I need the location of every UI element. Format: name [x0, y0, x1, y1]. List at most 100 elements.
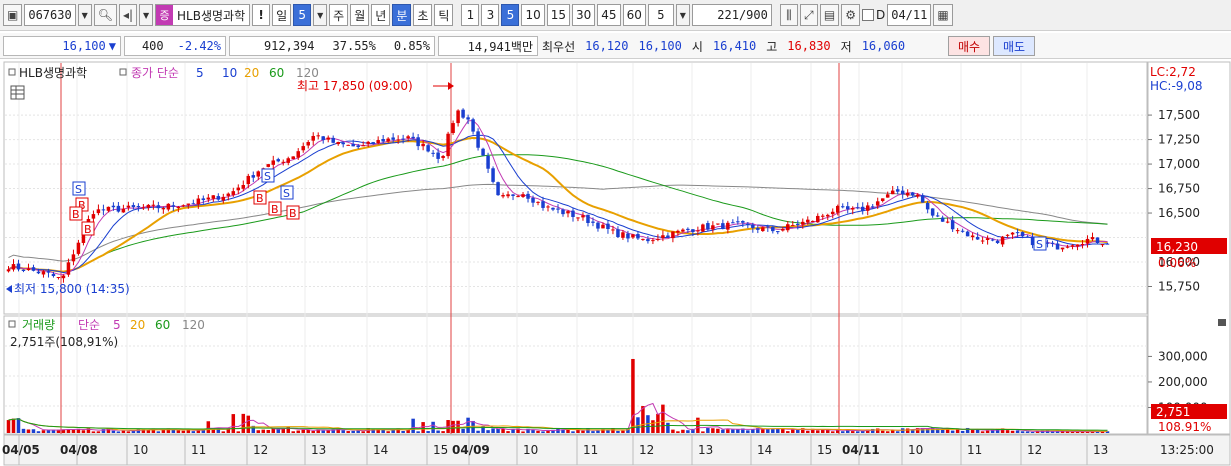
candle-body	[111, 205, 116, 208]
volume-bar	[731, 429, 735, 433]
sound-dropdown-button[interactable]: ▼	[139, 4, 154, 26]
volume-bar	[1055, 431, 1060, 433]
candle-body	[451, 123, 455, 133]
volume-bar	[41, 430, 46, 433]
chart-type-icon[interactable]: ⫼	[779, 4, 798, 26]
time-axis-label: 14	[373, 443, 388, 457]
step-30-button[interactable]: 30	[572, 4, 596, 26]
volume-bar	[751, 429, 755, 433]
sell-button[interactable]: 매도	[993, 36, 1035, 56]
volume-bar	[21, 428, 26, 433]
interval-input[interactable]: 5	[647, 4, 674, 26]
buy-signal-marker	[81, 221, 95, 236]
sound-icon[interactable]: ◂|	[118, 4, 138, 26]
volume-bar	[176, 430, 181, 433]
search-icon[interactable]: 🔍︎	[93, 4, 117, 26]
volume-tick-label: 200,000	[1158, 375, 1208, 389]
hc-label: HC:-9,08	[1150, 79, 1203, 93]
volume-bar	[1105, 431, 1110, 433]
candle-body	[476, 131, 480, 148]
date-input[interactable]: 04/11	[887, 4, 932, 26]
volume-bar	[331, 429, 335, 433]
signal-label: S	[264, 170, 271, 183]
step-45-button[interactable]: 45	[597, 4, 621, 26]
candles	[6, 108, 1110, 283]
buy-button[interactable]: 매수	[948, 36, 990, 56]
volume-bar	[506, 431, 510, 433]
volume-bar	[601, 429, 605, 433]
calendar-icon[interactable]: ▦	[933, 4, 953, 26]
candle-body	[181, 205, 186, 207]
candle-body	[1070, 245, 1075, 247]
candle-body	[421, 143, 425, 147]
volume-bar	[781, 428, 785, 433]
step-10-button[interactable]: 10	[521, 4, 545, 26]
period-day-button[interactable]: 일	[272, 4, 292, 26]
current-price: 16,100	[62, 39, 106, 53]
volume-bar	[890, 430, 895, 433]
interval-dropdown-button[interactable]: ▼	[675, 4, 690, 26]
period-second-button[interactable]: 초	[413, 4, 433, 26]
time-axis-label: 04/05	[2, 443, 40, 457]
window-icon[interactable]: ▣	[3, 4, 23, 26]
volume-bar	[766, 428, 770, 433]
candle-body	[905, 192, 910, 196]
candle-body	[641, 238, 645, 240]
volume-bar	[106, 427, 111, 433]
save-icon[interactable]: ▤	[819, 4, 840, 26]
candle-body	[885, 194, 890, 198]
candle-body	[131, 205, 136, 208]
step-60-button[interactable]: 60	[622, 4, 646, 26]
volume-bars	[6, 358, 1110, 433]
volume-bar	[261, 429, 266, 433]
period-dropdown-button[interactable]: ▼	[313, 4, 328, 26]
period-week-button[interactable]: 주	[329, 4, 349, 26]
volume-bar	[191, 431, 196, 433]
count-input[interactable]: 221/900	[691, 4, 772, 26]
candle-body	[481, 148, 485, 156]
gear-icon[interactable]: ⚙	[841, 4, 860, 26]
period-month-button[interactable]: 월	[350, 4, 370, 26]
volume-bar	[116, 431, 121, 433]
step-5-button[interactable]: 5	[501, 4, 520, 26]
stock-code-input[interactable]: 067630	[24, 4, 76, 26]
candle-body	[1105, 243, 1110, 245]
turnover-rate: 37.55%	[332, 39, 376, 53]
candle-body	[281, 161, 285, 163]
compare-icon[interactable]: ⤢	[799, 4, 818, 26]
volume-bar	[46, 429, 51, 433]
alert-button[interactable]: !	[252, 4, 271, 26]
price-tick-label: 15,750	[1158, 280, 1200, 294]
candle-body	[681, 229, 685, 232]
volume-bar	[141, 429, 146, 433]
table-icon[interactable]	[10, 85, 25, 100]
period-tick-button[interactable]: 틱	[434, 4, 454, 26]
candle-body	[656, 238, 660, 240]
candle-body	[536, 201, 540, 203]
candle-body	[461, 109, 465, 118]
signal-label: B	[78, 199, 86, 212]
period-count-button[interactable]: 5	[293, 4, 312, 26]
candle-body	[975, 236, 980, 240]
code-dropdown-button[interactable]: ▼	[77, 4, 92, 26]
stock-name-box[interactable]: 증 HLB생명과학	[155, 4, 251, 26]
volume-bar	[171, 429, 176, 433]
step-3-button[interactable]: 3	[481, 4, 500, 26]
step-1-button[interactable]: 1	[461, 4, 480, 26]
period-year-button[interactable]: 년	[371, 4, 391, 26]
step-15-button[interactable]: 15	[546, 4, 571, 26]
date-checkbox[interactable]	[861, 9, 874, 21]
time-axis-label: 10	[133, 443, 148, 457]
panel-collapse-icon[interactable]	[1218, 319, 1226, 326]
candle-body	[331, 137, 335, 143]
volume-value: 912,394	[263, 39, 315, 53]
period-minute-button[interactable]: 분	[392, 4, 412, 26]
volume-bar	[960, 430, 965, 433]
time-axis-label: 15	[433, 443, 448, 457]
candle-body	[321, 136, 325, 141]
volume-bar	[661, 404, 665, 433]
volume-bar	[930, 427, 935, 433]
volume-bar	[566, 429, 570, 433]
